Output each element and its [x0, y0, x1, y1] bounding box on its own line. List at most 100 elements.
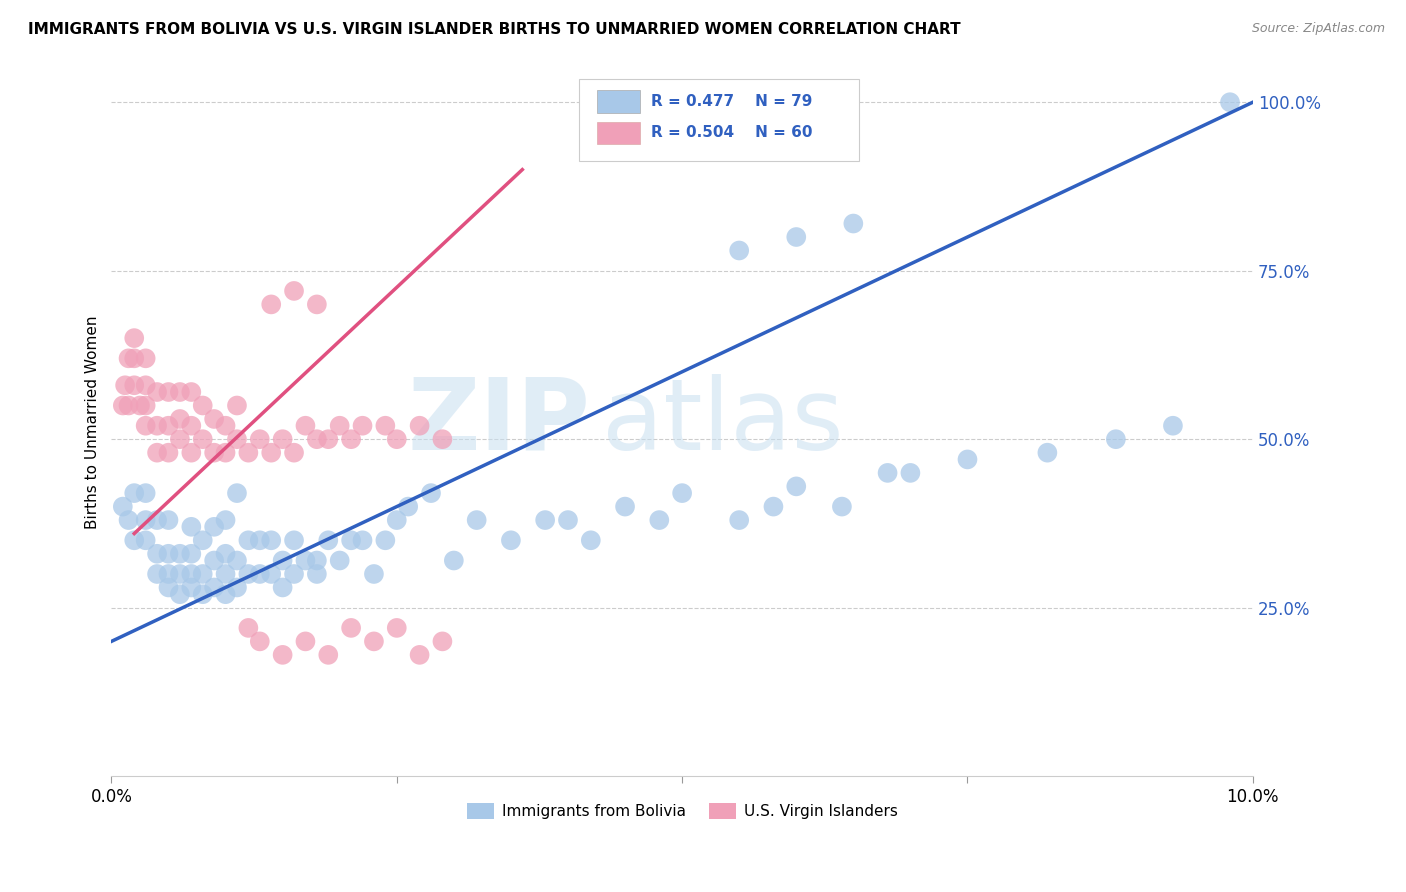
Point: [238, 621, 260, 635]
Point: [169, 587, 191, 601]
Point: [157, 418, 180, 433]
Point: [157, 445, 180, 459]
Point: [117, 351, 139, 366]
Point: [762, 500, 785, 514]
Point: [117, 513, 139, 527]
Point: [785, 230, 807, 244]
Point: [157, 581, 180, 595]
Point: [260, 566, 283, 581]
Point: [876, 466, 898, 480]
Text: IMMIGRANTS FROM BOLIVIA VS U.S. VIRGIN ISLANDER BIRTHS TO UNMARRIED WOMEN CORREL: IMMIGRANTS FROM BOLIVIA VS U.S. VIRGIN I…: [28, 22, 960, 37]
Point: [785, 479, 807, 493]
Point: [329, 553, 352, 567]
Point: [226, 486, 249, 500]
Point: [202, 553, 225, 567]
Point: [214, 566, 236, 581]
Point: [249, 566, 271, 581]
FancyBboxPatch shape: [596, 90, 640, 113]
Point: [534, 513, 557, 527]
Point: [249, 533, 271, 548]
Point: [169, 566, 191, 581]
Point: [191, 399, 214, 413]
Point: [214, 547, 236, 561]
Point: [340, 533, 363, 548]
Point: [146, 513, 169, 527]
Point: [352, 418, 374, 433]
Point: [135, 486, 157, 500]
Point: [191, 533, 214, 548]
Point: [283, 533, 305, 548]
Point: [316, 533, 339, 548]
FancyBboxPatch shape: [596, 121, 640, 145]
Point: [202, 520, 225, 534]
Point: [157, 566, 180, 581]
Text: Source: ZipAtlas.com: Source: ZipAtlas.com: [1251, 22, 1385, 36]
Point: [226, 432, 249, 446]
Point: [122, 486, 145, 500]
Point: [111, 500, 134, 514]
Point: [465, 513, 488, 527]
Point: [557, 513, 579, 527]
Point: [271, 553, 294, 567]
Point: [1161, 418, 1184, 433]
Point: [249, 634, 271, 648]
Point: [408, 648, 430, 662]
Point: [1219, 95, 1241, 110]
Point: [122, 351, 145, 366]
Point: [271, 581, 294, 595]
Point: [202, 412, 225, 426]
Point: [294, 634, 316, 648]
Point: [1036, 445, 1059, 459]
Point: [122, 331, 145, 345]
Point: [499, 533, 522, 548]
Point: [117, 399, 139, 413]
Point: [374, 533, 396, 548]
Text: ZIP: ZIP: [408, 374, 591, 471]
Point: [363, 566, 385, 581]
Point: [169, 432, 191, 446]
Y-axis label: Births to Unmarried Women: Births to Unmarried Women: [86, 316, 100, 529]
Point: [111, 399, 134, 413]
Point: [271, 432, 294, 446]
Point: [671, 486, 693, 500]
Point: [214, 513, 236, 527]
Point: [443, 553, 465, 567]
Point: [180, 384, 202, 399]
Point: [385, 513, 408, 527]
Point: [135, 418, 157, 433]
Point: [146, 384, 169, 399]
Legend: Immigrants from Bolivia, U.S. Virgin Islanders: Immigrants from Bolivia, U.S. Virgin Isl…: [461, 797, 904, 825]
Point: [214, 445, 236, 459]
Point: [831, 500, 853, 514]
Point: [238, 533, 260, 548]
Text: atlas: atlas: [602, 374, 844, 471]
Point: [283, 445, 305, 459]
Point: [363, 634, 385, 648]
Point: [214, 418, 236, 433]
Point: [122, 533, 145, 548]
Point: [900, 466, 922, 480]
Text: R = 0.504    N = 60: R = 0.504 N = 60: [651, 126, 813, 140]
Point: [352, 533, 374, 548]
Point: [135, 378, 157, 392]
Text: R = 0.477    N = 79: R = 0.477 N = 79: [651, 95, 813, 110]
Point: [614, 500, 637, 514]
Point: [396, 500, 419, 514]
Point: [260, 297, 283, 311]
FancyBboxPatch shape: [579, 79, 859, 161]
Point: [283, 284, 305, 298]
Point: [238, 445, 260, 459]
Point: [180, 566, 202, 581]
Point: [202, 581, 225, 595]
Point: [214, 587, 236, 601]
Point: [340, 621, 363, 635]
Point: [385, 621, 408, 635]
Point: [191, 566, 214, 581]
Point: [728, 513, 751, 527]
Point: [226, 581, 249, 595]
Point: [202, 445, 225, 459]
Point: [305, 432, 328, 446]
Point: [169, 412, 191, 426]
Point: [169, 547, 191, 561]
Point: [146, 547, 169, 561]
